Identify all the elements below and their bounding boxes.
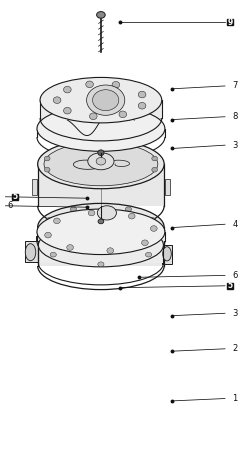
Polygon shape [25,236,40,262]
Ellipse shape [67,245,73,250]
Ellipse shape [142,137,148,142]
Ellipse shape [97,161,105,167]
Text: 5: 5 [227,281,232,290]
Ellipse shape [152,167,157,172]
Ellipse shape [97,11,105,18]
Ellipse shape [98,219,104,224]
Ellipse shape [86,81,93,88]
Bar [165,179,170,195]
Ellipse shape [75,243,81,248]
Ellipse shape [98,104,104,109]
Ellipse shape [55,210,146,244]
Text: 4: 4 [232,220,237,229]
Ellipse shape [150,226,157,231]
Ellipse shape [64,107,71,114]
Ellipse shape [152,156,157,161]
Ellipse shape [89,138,95,144]
Ellipse shape [46,232,52,237]
Ellipse shape [150,123,157,128]
Ellipse shape [38,203,164,251]
Polygon shape [38,245,163,263]
Ellipse shape [98,262,104,266]
Ellipse shape [125,207,132,211]
Ellipse shape [107,248,114,254]
Ellipse shape [37,106,165,152]
Ellipse shape [107,144,114,150]
Ellipse shape [37,209,165,255]
Ellipse shape [128,213,135,219]
Polygon shape [37,129,165,137]
Ellipse shape [45,129,51,135]
Ellipse shape [150,232,156,237]
Ellipse shape [87,85,125,115]
Ellipse shape [93,90,119,111]
Polygon shape [37,232,165,241]
Ellipse shape [44,167,50,172]
Ellipse shape [46,218,52,222]
Ellipse shape [145,233,152,238]
Text: 3: 3 [232,309,238,318]
Polygon shape [162,245,172,265]
Ellipse shape [112,81,120,88]
Ellipse shape [98,150,104,156]
Ellipse shape [90,113,97,120]
Text: 6: 6 [7,201,13,210]
Ellipse shape [117,244,123,249]
Ellipse shape [149,116,155,122]
Ellipse shape [70,207,77,211]
Ellipse shape [25,244,36,261]
Ellipse shape [53,97,61,104]
Ellipse shape [38,140,164,189]
Ellipse shape [40,102,162,142]
Ellipse shape [38,223,163,267]
Ellipse shape [145,252,152,257]
Ellipse shape [119,111,127,118]
Ellipse shape [45,232,51,238]
Ellipse shape [142,240,148,246]
Text: 5: 5 [12,192,18,201]
Ellipse shape [50,252,56,257]
Ellipse shape [40,77,162,123]
Ellipse shape [107,224,114,228]
Ellipse shape [52,228,150,262]
Ellipse shape [163,247,171,261]
Text: 3: 3 [232,141,238,150]
Ellipse shape [50,233,56,238]
Ellipse shape [44,156,50,161]
Ellipse shape [40,104,162,144]
Ellipse shape [88,210,95,216]
Ellipse shape [54,115,60,121]
Ellipse shape [150,218,156,222]
Ellipse shape [72,217,129,238]
Ellipse shape [54,218,60,224]
Ellipse shape [88,153,114,170]
Ellipse shape [138,103,146,109]
Text: 6: 6 [232,271,238,280]
Ellipse shape [46,118,52,124]
Text: 7: 7 [232,81,238,90]
Ellipse shape [64,86,71,93]
Ellipse shape [96,157,106,165]
Ellipse shape [67,142,73,147]
Ellipse shape [128,110,135,116]
Text: 8: 8 [232,112,238,121]
Text: 9: 9 [227,18,232,27]
Polygon shape [40,100,162,118]
Polygon shape [38,227,164,266]
Bar [32,179,37,195]
Ellipse shape [97,206,116,220]
Polygon shape [38,164,164,206]
Ellipse shape [45,80,157,120]
Text: 2: 2 [232,344,237,353]
Ellipse shape [138,91,146,98]
Ellipse shape [44,142,158,186]
Ellipse shape [88,107,95,113]
Text: 1: 1 [232,394,237,403]
